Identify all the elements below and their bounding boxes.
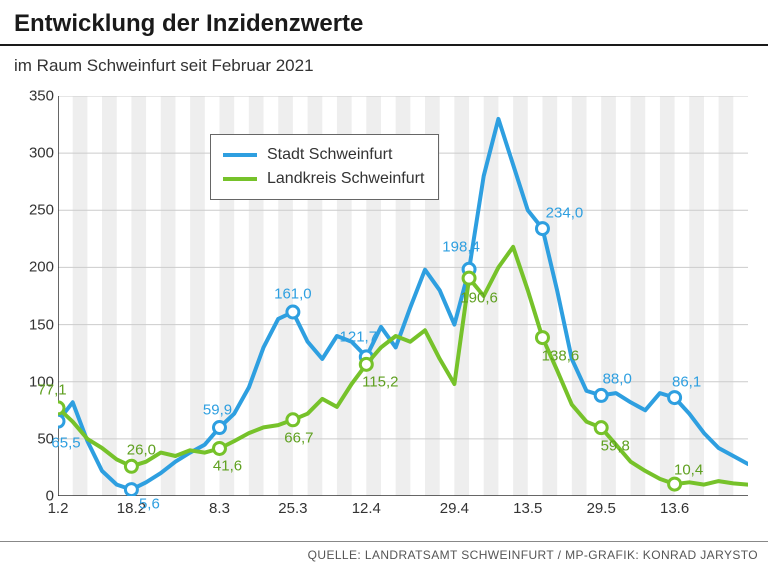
y-tick-label: 250: [6, 202, 54, 219]
legend: Stadt Schweinfurt Landkreis Schweinfurt: [210, 134, 439, 200]
y-tick-label: 350: [6, 88, 54, 105]
y-tick-label: 150: [6, 316, 54, 333]
value-label: 41,6: [213, 458, 242, 475]
x-tick-label: 29.5: [587, 500, 616, 517]
legend-item-landkreis: Landkreis Schweinfurt: [223, 167, 424, 191]
value-label: 190,6: [460, 290, 498, 307]
value-label: 77,1: [37, 381, 66, 398]
y-tick-label: 200: [6, 259, 54, 276]
value-label: 66,7: [284, 429, 313, 446]
value-label: 198,4: [442, 239, 480, 256]
legend-item-stadt: Stadt Schweinfurt: [223, 143, 424, 167]
legend-swatch-landkreis: [223, 177, 257, 181]
y-tick-label: 300: [6, 145, 54, 162]
value-label: 115,2: [362, 374, 398, 391]
chart-subtitle: im Raum Schweinfurt seit Februar 2021: [14, 56, 314, 76]
legend-label-landkreis: Landkreis Schweinfurt: [267, 170, 424, 188]
chart-container: Entwicklung der Inzidenzwerte im Raum Sc…: [0, 0, 768, 568]
value-label: 161,0: [274, 286, 312, 303]
value-label: 234,0: [546, 204, 584, 221]
x-tick-label: 29.4: [440, 500, 469, 517]
chart-title: Entwicklung der Inzidenzwerte: [14, 10, 363, 38]
y-tick-label: 50: [6, 430, 54, 447]
legend-swatch-stadt: [223, 153, 257, 157]
x-tick-label: 1.2: [48, 500, 69, 517]
bottom-rule: [0, 541, 768, 542]
x-tick-label: 13.6: [660, 500, 689, 517]
value-label: 86,1: [672, 373, 701, 390]
source-attribution: QUELLE: LANDRATSAMT SCHWEINFURT / MP-GRA…: [308, 548, 758, 562]
value-label: 138,6: [542, 347, 580, 364]
x-tick-label: 25.3: [278, 500, 307, 517]
value-label: 121,7: [340, 328, 378, 345]
value-label: 88,0: [603, 371, 632, 388]
value-label: 5,6: [139, 495, 160, 512]
value-label: 65,5: [51, 435, 80, 452]
legend-label-stadt: Stadt Schweinfurt: [267, 146, 392, 164]
value-label: 10,4: [674, 462, 703, 479]
value-label: 59,8: [601, 437, 630, 454]
x-tick-label: 12.4: [352, 500, 381, 517]
value-label: 26,0: [127, 442, 156, 459]
x-tick-label: 8.3: [209, 500, 230, 517]
title-rule: [0, 44, 768, 46]
value-label: 59,9: [203, 401, 232, 418]
x-tick-label: 13.5: [513, 500, 542, 517]
